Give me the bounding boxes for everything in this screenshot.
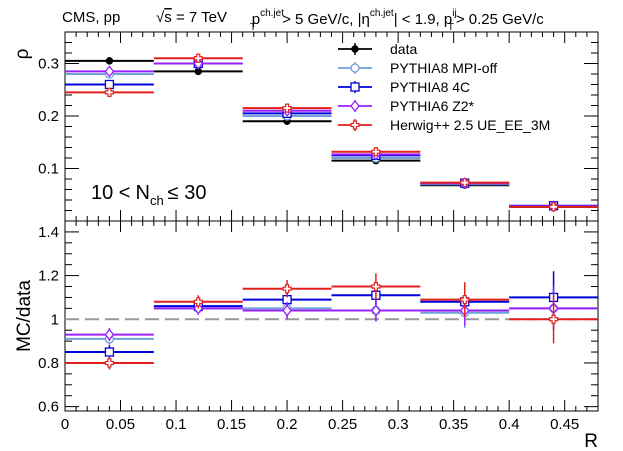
bottom-data-point — [104, 347, 115, 357]
bottom-data-point — [104, 328, 115, 341]
legend-item-pythia6-z2: PYTHIA6 Z2* — [338, 98, 475, 114]
header-experiment: CMS, pp — [62, 9, 120, 26]
legend-label: PYTHIA6 Z2* — [390, 98, 475, 114]
x-tick-label: 0 — [61, 416, 69, 433]
bottom-y-tick-label: 1.4 — [38, 224, 59, 241]
top-panel-marks — [65, 53, 598, 213]
top-y-tick-label: 0.1 — [38, 161, 59, 178]
x-tick-label: 0.15 — [217, 416, 246, 433]
top-y-tick-label: 0.3 — [38, 56, 59, 73]
legend: data PYTHIA8 MPI-off PYTHIA8 4C PYTHIA6 Z2*… — [338, 41, 550, 133]
x-tick-label: 0.35 — [439, 416, 468, 433]
legend-item-herwig-2-5-ue-ee-3m: Herwig++ 2.5 UE_EE_3M — [338, 117, 550, 133]
bottom-panel-frame — [64, 220, 599, 412]
bottom-data-point — [282, 304, 292, 317]
annotation-suffix: ≤ 30 — [168, 182, 207, 204]
bottom-y-axis-title: MC/data — [14, 280, 35, 352]
top-y-ticks: 0.1 0.2 0.3 — [38, 32, 599, 221]
legend-label: data — [390, 41, 417, 57]
cut-pt-p: p — [252, 11, 260, 28]
cut-3: > 0.25 GeV/c — [456, 11, 544, 28]
x-tick-label: 0.4 — [499, 416, 520, 433]
bottom-data-point — [371, 281, 381, 292]
bottom-data-point — [548, 314, 559, 324]
x-axis-title: R — [584, 431, 598, 451]
cut-ij-sup: ij — [452, 8, 456, 19]
cut-pt-sub: T — [250, 22, 256, 33]
x-tick-label: 0.05 — [106, 416, 135, 433]
top-data-point — [371, 147, 381, 157]
x-tick-label: 0.25 — [328, 416, 357, 433]
x-tick-label: 0.3 — [388, 416, 409, 433]
bottom-data-point — [193, 297, 203, 307]
legend-marker — [350, 99, 360, 113]
legend-marker — [350, 82, 360, 92]
legend-item-data: data — [338, 41, 417, 57]
top-data-point — [548, 202, 559, 212]
x-tick-label: 0.45 — [550, 416, 579, 433]
legend-item-pythia8-4c: PYTHIA8 4C — [338, 79, 470, 95]
top-data-point — [105, 57, 114, 65]
bottom-y-tick-label: 1.2 — [38, 268, 59, 285]
annotation-prefix: 10 < — [91, 182, 130, 204]
legend-label: Herwig++ 2.5 UE_EE_3M — [390, 117, 550, 133]
top-data-point — [193, 53, 203, 63]
top-data-point — [282, 103, 292, 113]
legend-label: PYTHIA8 MPI-off — [390, 60, 497, 76]
bottom-panel-marks — [65, 271, 598, 370]
multiplicity-annotation: 10 < Nch ≤ 30 — [91, 182, 206, 208]
cut-1: > 5 GeV/c, |η — [282, 11, 370, 28]
bottom-y-tick-label: 1 — [51, 311, 59, 328]
header: CMS, pp √s = 7 TeV pch.jet T > 5 GeV/c, |η… — [62, 8, 544, 33]
bottom-data-point — [104, 358, 115, 368]
header-cuts: pch.jet T > 5 GeV/c, |ηch.jet| < 1.9, pij T… — [250, 8, 544, 33]
cut-2: | < 1.9, p — [394, 11, 453, 28]
header-sqrt-s: √s — [156, 9, 172, 26]
bottom-axis-ticks: 0.6 0.8 1 1.2 1.4 0 0.05 0.1 0.15 0.2 0.25 0.3 0.35 0… — [38, 220, 599, 433]
top-data-point — [104, 87, 115, 97]
annotation-var: N — [135, 182, 149, 204]
cut-ij-sub: T — [448, 22, 454, 33]
bottom-data-point — [282, 284, 292, 294]
bottom-data-point — [371, 304, 381, 317]
bottom-series-pythia8-4c — [65, 271, 598, 359]
header-energy: = 7 TeV — [176, 9, 227, 26]
legend-label: PYTHIA8 4C — [390, 79, 470, 95]
legend-marker — [350, 63, 360, 73]
top-data-point — [104, 65, 115, 78]
x-tick-label: 0.1 — [166, 416, 187, 433]
top-y-axis-title: ρ — [12, 48, 33, 59]
top-series-herwig-2-5-ue-ee-3m — [65, 53, 598, 212]
cut-pt-sup: ch.jet — [260, 8, 284, 19]
bottom-data-point — [460, 295, 470, 305]
bottom-series-herwig-2-5-ue-ee-3m — [65, 273, 598, 370]
legend-item-pythia8-mpi-off: PYTHIA8 MPI-off — [338, 60, 497, 76]
annotation-sub: ch — [150, 193, 164, 208]
cut-eta-sup: ch.jet — [370, 8, 394, 19]
bottom-y-tick-label: 0.6 — [38, 399, 59, 416]
x-tick-label: 0.2 — [277, 416, 298, 433]
top-data-point — [460, 178, 470, 188]
top-data-point — [104, 79, 115, 90]
top-y-tick-label: 0.2 — [38, 108, 59, 125]
header-sqrt-s-var: s — [164, 9, 172, 26]
legend-marker — [350, 120, 360, 130]
legend-marker — [351, 45, 359, 53]
bottom-y-tick-label: 0.8 — [38, 355, 59, 372]
